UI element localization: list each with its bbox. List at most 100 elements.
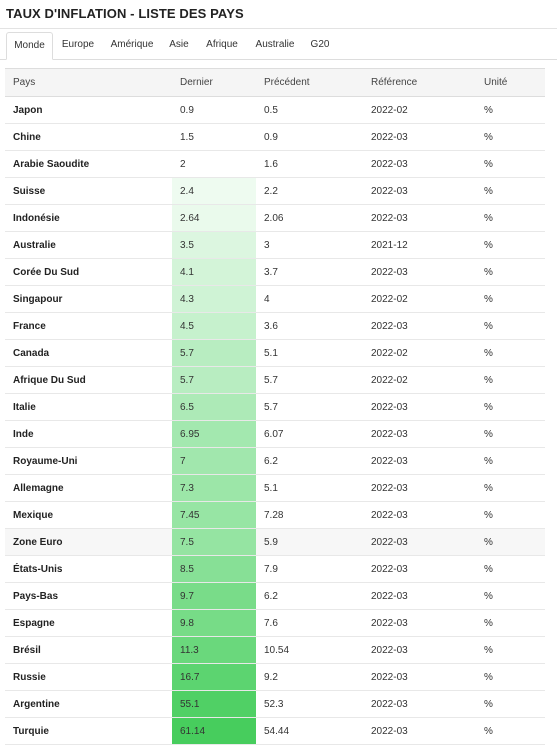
table-row: Chine 1.5 0.9 2022-03%: [5, 123, 545, 151]
previous-value-cell: 5.9: [256, 528, 363, 556]
tab-asie[interactable]: Asie: [169, 39, 189, 50]
table-row: Italie 6.5 5.7 2022-03%: [5, 393, 545, 421]
column-header-precedent[interactable]: Précédent: [256, 68, 363, 97]
unit-cell: %: [476, 366, 545, 394]
last-value-cell: 2.64: [172, 204, 256, 232]
last-value-cell: 61.14: [172, 717, 256, 745]
last-value-cell: 1.5: [172, 123, 256, 151]
previous-value-cell: 0.5: [264, 104, 278, 116]
previous-value-cell: 3.7: [256, 258, 363, 286]
country-cell[interactable]: Espagne: [5, 609, 172, 637]
reference-cell: 2022-02: [363, 285, 476, 313]
unit-cell: %: [476, 636, 545, 664]
reference-cell: 2022-03: [363, 528, 476, 556]
country-cell[interactable]: Chine: [5, 123, 172, 151]
country-cell[interactable]: Singapour: [5, 285, 172, 313]
reference-cell: 2022-03: [363, 690, 476, 718]
country-cell[interactable]: Arabie Saoudite: [5, 150, 172, 178]
country-cell[interactable]: Russie: [5, 663, 172, 691]
reference-cell: 2022-03: [363, 447, 476, 475]
unit-cell: %: [476, 231, 545, 259]
country-cell[interactable]: Argentine: [5, 690, 172, 718]
country-cell[interactable]: Royaume-Uni: [5, 447, 172, 475]
reference-cell: 2022-03: [363, 150, 476, 178]
table-row: Zone Euro 7.5 5.9 2022-03%: [5, 528, 545, 556]
table-row: France 4.5 3.6 2022-03%: [5, 312, 545, 340]
tab-g20[interactable]: G20: [310, 39, 330, 50]
table-row: Canada 5.7 5.1 2022-02%: [5, 339, 545, 367]
country-cell[interactable]: Suisse: [5, 177, 172, 205]
last-value-cell: 7.45: [172, 501, 256, 529]
unit-cell: %: [476, 609, 545, 637]
country-cell[interactable]: Afrique Du Sud: [5, 366, 172, 394]
country-cell[interactable]: Corée Du Sud: [5, 258, 172, 286]
previous-value-cell: 10.54: [256, 636, 363, 664]
unit-cell: %: [476, 177, 545, 205]
last-value-cell: 6.95: [172, 420, 256, 448]
unit-cell: %: [476, 393, 545, 421]
tab-europe[interactable]: Europe: [61, 39, 95, 50]
table-row: Japon 0.9 0.5 2022-02%: [5, 96, 545, 124]
table-row: Suisse 2.4 2.2 2022-03%: [5, 177, 545, 205]
last-value-cell: 4.3: [172, 285, 256, 313]
reference-cell: 2022-03: [363, 312, 476, 340]
last-value-cell: 3.5: [172, 231, 256, 259]
column-header-unite[interactable]: Unité: [476, 68, 545, 97]
inflation-table: Pays Dernier Précédent Référence Unité J…: [5, 68, 545, 745]
reference-cell: 2022-02: [363, 366, 476, 394]
unit-cell: %: [484, 104, 493, 116]
country-cell[interactable]: Mexique: [5, 501, 172, 529]
country-cell[interactable]: Japon: [13, 104, 43, 116]
reference-cell: 2022-03: [363, 609, 476, 637]
column-header-dernier[interactable]: Dernier: [172, 68, 256, 97]
last-value-cell: 8.5: [172, 555, 256, 583]
last-value-cell: 9.7: [172, 582, 256, 610]
country-cell[interactable]: Indonésie: [5, 204, 172, 232]
previous-value-cell: 5.7: [256, 366, 363, 394]
reference-cell: 2022-03: [363, 582, 476, 610]
last-value-cell: 55.1: [172, 690, 256, 718]
unit-cell: %: [476, 285, 545, 313]
tab-amerique[interactable]: Amérique: [110, 39, 154, 50]
table-row: Australie 3.5 3 2021-12%: [5, 231, 545, 259]
unit-cell: %: [476, 717, 545, 745]
country-cell[interactable]: Australie: [5, 231, 172, 259]
table-row: Mexique 7.45 7.28 2022-03%: [5, 501, 545, 529]
table-row: Arabie Saoudite 2 1.6 2022-03%: [5, 150, 545, 178]
last-value-cell: 6.5: [172, 393, 256, 421]
tab-monde[interactable]: Monde: [6, 32, 53, 60]
last-value-cell: 9.8: [172, 609, 256, 637]
unit-cell: %: [476, 690, 545, 718]
table-row: États-Unis 8.5 7.9 2022-03%: [5, 555, 545, 583]
unit-cell: %: [476, 150, 545, 178]
last-value-cell: 2.4: [172, 177, 256, 205]
country-cell[interactable]: Allemagne: [5, 474, 172, 502]
country-cell[interactable]: Pays-Bas: [5, 582, 172, 610]
tab-afrique[interactable]: Afrique: [206, 39, 238, 50]
previous-value-cell: 2.06: [256, 204, 363, 232]
unit-cell: %: [476, 204, 545, 232]
table-row: Pays-Bas 9.7 6.2 2022-03%: [5, 582, 545, 610]
country-cell[interactable]: Italie: [5, 393, 172, 421]
table-row: Inde 6.95 6.07 2022-03%: [5, 420, 545, 448]
last-value-cell: 7.3: [172, 474, 256, 502]
table-row: Singapour 4.3 4 2022-02%: [5, 285, 545, 313]
last-value-cell: 0.9: [172, 96, 256, 124]
reference-cell: 2022-03: [363, 474, 476, 502]
page-title: TAUX D'INFLATION - LISTE DES PAYS: [0, 0, 557, 29]
country-cell[interactable]: Brésil: [5, 636, 172, 664]
column-header-pays[interactable]: Pays: [5, 68, 172, 97]
previous-value-cell: 6.2: [256, 447, 363, 475]
country-cell[interactable]: Zone Euro: [5, 528, 172, 556]
last-value-cell: 4.5: [172, 312, 256, 340]
reference-cell: 2021-12: [363, 231, 476, 259]
country-cell[interactable]: Inde: [5, 420, 172, 448]
column-header-reference[interactable]: Référence: [363, 68, 476, 97]
country-cell[interactable]: Turquie: [5, 717, 172, 745]
country-cell[interactable]: Canada: [5, 339, 172, 367]
table-row: Turquie 61.14 54.44 2022-03%: [5, 717, 545, 745]
country-cell[interactable]: États-Unis: [5, 555, 172, 583]
country-cell[interactable]: France: [5, 312, 172, 340]
table-row: Argentine 55.1 52.3 2022-03%: [5, 690, 545, 718]
tab-australie[interactable]: Australie: [255, 39, 295, 50]
